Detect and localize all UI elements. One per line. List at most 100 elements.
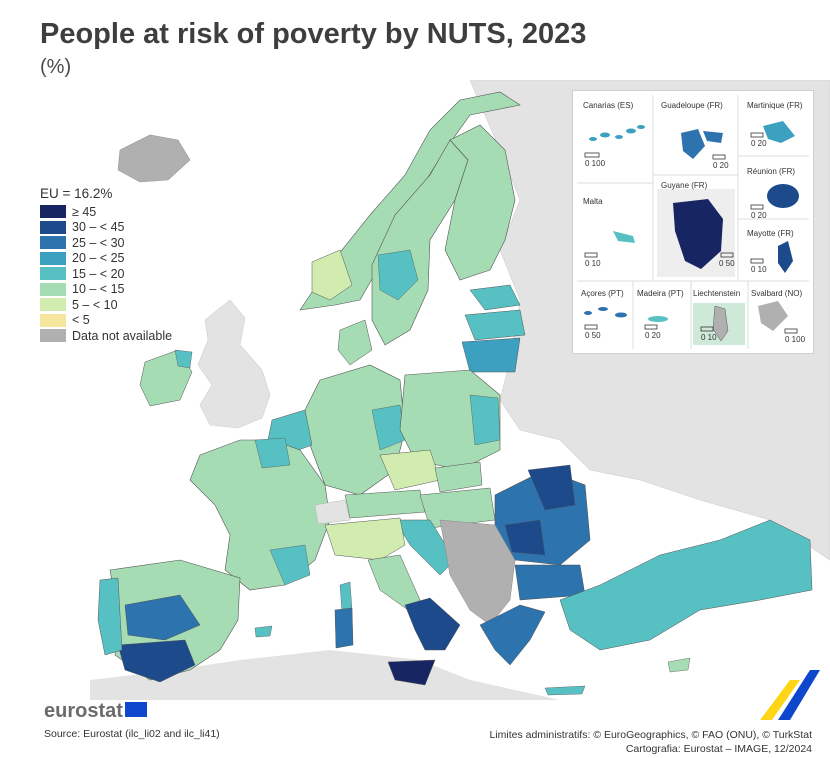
inset-grid xyxy=(577,95,809,349)
guadeloupe-island xyxy=(681,129,705,159)
legend-label: ≥ 45 xyxy=(72,204,97,219)
legend-item: 30 – < 45 xyxy=(40,220,172,236)
inset-label-mayotte: Mayotte (FR) xyxy=(747,229,794,238)
map-title: People at risk of poverty by NUTS, 2023 xyxy=(40,18,587,50)
map-subtitle: (%) xyxy=(40,56,72,78)
france xyxy=(189,439,331,591)
italy-north xyxy=(324,517,406,561)
martinique-island xyxy=(763,121,795,143)
slovenia-croatia xyxy=(394,519,456,576)
inset-label-martinique: Martinique (FR) xyxy=(747,101,803,110)
credits-line-2: Cartografia: Eurostat – IMAGE, 12/2024 xyxy=(625,743,812,755)
inset-label-acores: Açores (PT) xyxy=(581,289,624,298)
legend-label: < 5 xyxy=(72,313,90,328)
sicily xyxy=(387,659,436,686)
corner-decoration xyxy=(760,670,820,720)
legend-title: EU = 16.2% xyxy=(40,186,113,201)
inset-label-guadeloupe: Guadeloupe (FR) xyxy=(661,101,723,110)
northern-ireland xyxy=(174,349,193,369)
legend-swatch xyxy=(40,329,66,343)
turkey xyxy=(559,519,813,651)
legend-item: 25 – < 30 xyxy=(40,235,172,251)
legend-item: Data not available xyxy=(40,328,172,344)
legend-swatch xyxy=(40,205,66,219)
romania-s xyxy=(504,519,546,556)
credits: Limites administratifs: © EuroGeographic… xyxy=(489,728,812,756)
legend-item: 15 – < 20 xyxy=(40,266,172,282)
madeira-island xyxy=(648,316,668,322)
denmark xyxy=(337,319,373,366)
inset-label-canarias: Canarias (ES) xyxy=(583,101,634,110)
balearics xyxy=(254,625,273,638)
inset-label-malta: Malta xyxy=(583,197,603,206)
legend-label: 5 – < 10 xyxy=(72,297,118,312)
legend-item: ≥ 45 xyxy=(40,204,172,220)
estonia xyxy=(469,284,521,311)
credits-line-1: Limites administratifs: © EuroGeographic… xyxy=(489,729,812,741)
inset-scale-mayotte: 0 10 xyxy=(751,265,767,274)
italy-south xyxy=(404,597,461,651)
inset-scale-guadeloupe: 0 20 xyxy=(713,161,729,170)
inset-label-madeira: Madeira (PT) xyxy=(637,289,684,298)
legend-label: Data not available xyxy=(72,328,173,343)
legend-swatch xyxy=(40,220,66,234)
north-africa-land xyxy=(90,650,560,700)
france-north xyxy=(254,437,291,469)
legend-swatch xyxy=(40,251,66,265)
eurostat-logo: eurostat xyxy=(44,700,147,723)
mayotte-island xyxy=(778,241,793,273)
legend-swatch xyxy=(40,298,66,312)
inset-scale-liechtenstein: 0 10 xyxy=(701,333,717,342)
acores-islands xyxy=(584,307,627,318)
eu-flag-icon xyxy=(124,702,147,718)
france-south xyxy=(269,544,311,586)
inset-scale-martinique: 0 20 xyxy=(751,139,767,148)
switzerland xyxy=(314,499,351,525)
corsica xyxy=(339,581,353,613)
guyane-territory xyxy=(673,199,723,269)
norway-south xyxy=(311,249,353,301)
finland xyxy=(444,124,516,281)
legend-item: 10 – < 15 xyxy=(40,282,172,298)
poland-east xyxy=(469,394,501,446)
inset-scale-acores: 0 50 xyxy=(585,331,601,340)
reunion-island xyxy=(767,184,799,208)
inset-scale-canarias: 0 100 xyxy=(585,159,606,168)
uk-land xyxy=(197,299,271,429)
romania-ne xyxy=(527,464,576,511)
inset-label-svalbard: Svalbard (NO) xyxy=(751,289,803,298)
legend-label: 15 – < 20 xyxy=(72,266,125,281)
canarias-islands xyxy=(589,125,645,141)
legend-swatch xyxy=(40,282,66,296)
liechtenstein-territory xyxy=(712,305,729,342)
legend-item: 5 – < 10 xyxy=(40,297,172,313)
source-note: Source: Eurostat (ilc_li02 and ilc_li41) xyxy=(44,728,220,740)
norway xyxy=(299,91,521,311)
iceland xyxy=(117,134,191,183)
lithuania xyxy=(461,337,521,373)
legend-swatch xyxy=(40,267,66,281)
inset-scale-guyane: 0 50 xyxy=(719,259,735,268)
legend-swatch xyxy=(40,313,66,327)
inset-scale-svalbard: 0 100 xyxy=(785,335,806,344)
austria xyxy=(344,489,426,519)
crete xyxy=(544,685,586,696)
inset-scale-madeira: 0 20 xyxy=(645,331,661,340)
slovakia xyxy=(434,461,483,493)
inset-scale-reunion: 0 20 xyxy=(751,211,767,220)
sweden-mid xyxy=(377,249,419,301)
legend-label: 20 – < 25 xyxy=(72,251,125,266)
inset-scale-malta: 0 10 xyxy=(585,259,601,268)
legend-item: 20 – < 25 xyxy=(40,251,172,267)
italy-centre xyxy=(367,554,421,611)
inset-label-guyane: Guyane (FR) xyxy=(661,181,708,190)
legend-swatch xyxy=(40,236,66,250)
inset-panel: Canarias (ES) 0 100 Guadeloupe (FR) 0 20… xyxy=(572,90,814,354)
legend-label: 30 – < 45 xyxy=(72,220,125,235)
spain-centre xyxy=(124,594,201,641)
inset-label-liechtenstein: Liechtenstein xyxy=(693,289,741,298)
legend-label: 10 – < 15 xyxy=(72,282,125,297)
map-legend: EU = 16.2% ≥ 45 30 – < 45 25 – < 30 20 –… xyxy=(40,186,172,344)
svalbard-island xyxy=(758,301,788,331)
western-balkans xyxy=(439,519,516,626)
